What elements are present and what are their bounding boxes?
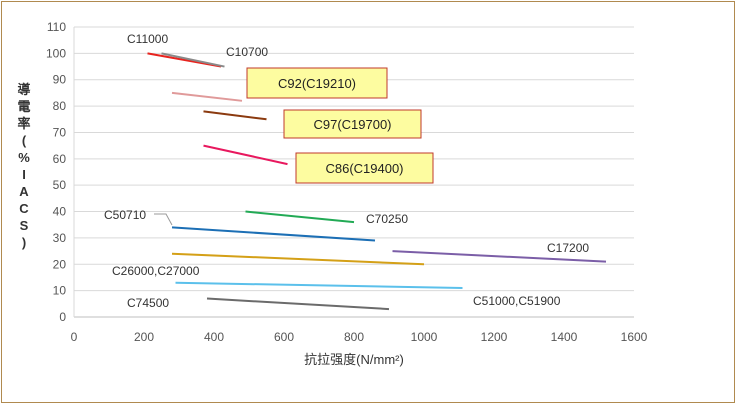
x-tick-label: 0	[71, 330, 78, 344]
x-tick-label: 1000	[411, 330, 438, 344]
y-axis-label-char: 導	[17, 82, 30, 97]
x-tick-label: 400	[204, 330, 224, 344]
y-axis-label-char: 率	[17, 116, 30, 131]
series-label-c17200: C17200	[547, 241, 589, 255]
series-line-c86-c19400-	[203, 144, 288, 166]
y-tick-label: 30	[53, 231, 67, 245]
axes	[73, 27, 634, 318]
series-label-c10700: C10700	[226, 45, 268, 59]
y-tick-label: 20	[53, 257, 67, 271]
series-label-c11000: C11000	[127, 32, 168, 46]
series-label-c97-c19700-: C97(C19700)	[313, 117, 391, 132]
series-line-c10700	[161, 52, 225, 68]
y-axis-label-char: %	[18, 150, 30, 165]
series-label-c86-c19400-: C86(C19400)	[325, 161, 403, 176]
y-tick-label: 50	[53, 178, 67, 192]
series-line-c17200	[392, 250, 607, 263]
x-tick-label: 800	[344, 330, 364, 344]
series-line-c92-c19210-	[171, 91, 243, 102]
series-line-c26000-c27000	[171, 252, 425, 266]
series-label-c74500: C74500	[127, 296, 169, 310]
x-tick-label: 200	[134, 330, 154, 344]
y-tick-label: 90	[53, 73, 67, 87]
y-axis-label-char: )	[22, 235, 26, 250]
x-tick-label: 600	[274, 330, 294, 344]
y-tick-labels: 0 10 20 30 40 50 60 70 80 90 100 110	[46, 20, 66, 324]
chart-svg: 0 10 20 30 40 50 60 70 80 90 100 110 0 200 400 600 800 1…	[17, 20, 648, 367]
y-axis-label-char: 電	[17, 99, 30, 114]
y-tick-label: 70	[53, 125, 67, 139]
series-line-c97-c19700-	[203, 110, 267, 121]
y-axis-label-char: C	[19, 201, 29, 216]
series-label-c50710: C50710	[104, 208, 146, 222]
series-label-c51000-c51900: C51000,C51900	[473, 294, 561, 308]
series-line-c50710	[171, 226, 376, 242]
y-axis-label-char: (	[22, 133, 27, 148]
x-tick-label: 1200	[481, 330, 508, 344]
y-tick-label: 110	[47, 20, 66, 34]
label-box	[246, 67, 388, 99]
series-line-c74500	[206, 297, 390, 311]
y-tick-label: 10	[53, 284, 67, 298]
y-axis-label-char: S	[20, 218, 29, 233]
y-tick-label: 0	[59, 310, 66, 324]
y-axis-label-char: I	[22, 167, 26, 182]
y-tick-label: 40	[53, 205, 67, 219]
label-box	[283, 109, 422, 139]
series-label-c70250: C70250	[366, 212, 408, 226]
y-axis-label-char: A	[19, 184, 29, 199]
leader-line	[154, 213, 173, 226]
y-tick-label: 80	[53, 99, 67, 113]
series-line-c51000-c51900	[175, 281, 463, 289]
chart-frame: 0 10 20 30 40 50 60 70 80 90 100 110 0 200 400 600 800 1…	[1, 1, 735, 403]
y-tick-label: 100	[46, 46, 66, 60]
x-tick-label: 1400	[551, 330, 578, 344]
label-box	[295, 152, 434, 184]
series-label-c26000-c27000: C26000,C27000	[112, 264, 200, 278]
x-tick-labels: 0 200 400 600 800 1000 1200 1400 1600	[71, 330, 648, 344]
x-axis-label: 抗拉强度(N/mm²)	[304, 352, 404, 367]
series-label-c92-c19210-: C92(C19210)	[278, 76, 356, 91]
series-labels: C11000 C10700 C92(C19210) C97(C19700) C86(C1…	[104, 32, 589, 310]
x-tick-label: 1600	[621, 330, 648, 344]
series-line-c11000	[147, 52, 222, 68]
series-lines	[147, 52, 607, 311]
series-line-c70250	[245, 210, 355, 224]
y-tick-label: 60	[53, 152, 67, 166]
